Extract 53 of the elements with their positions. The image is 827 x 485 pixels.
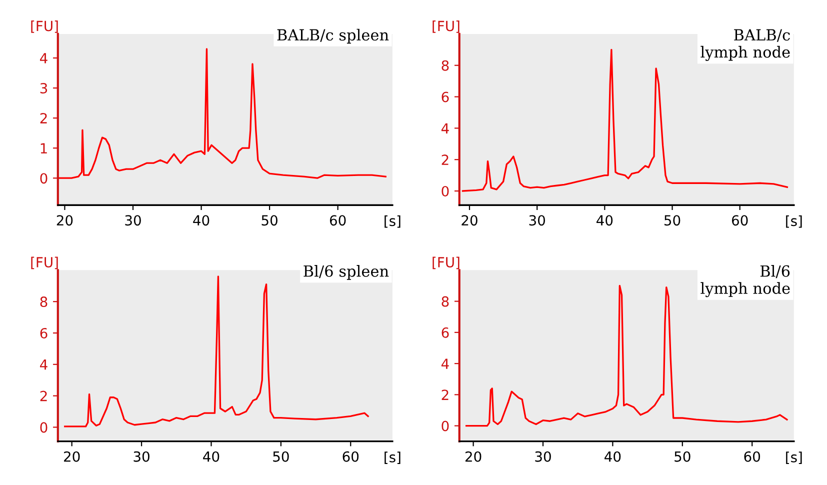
y-tick-label: 6 xyxy=(442,92,449,102)
x-tick-label: 60 xyxy=(330,215,346,226)
y-tick-label: 8 xyxy=(442,60,449,71)
y-tick-label: 3 xyxy=(40,82,48,94)
y-tick-label: 0 xyxy=(40,422,48,433)
x-axis-title: [s] xyxy=(384,215,400,228)
y-tick-label: 8 xyxy=(40,296,48,308)
x-tick-label: 30 xyxy=(535,451,551,462)
x-tick-label: 40 xyxy=(604,451,621,462)
x-tick-label: 40 xyxy=(203,451,220,462)
chart-title: Bl/6 spleen xyxy=(304,265,389,280)
x-tick-label: 50 xyxy=(674,451,690,462)
y-tick-label: 0 xyxy=(442,420,449,432)
chart-title: Bl/6 lymph node xyxy=(700,265,790,298)
y-tick-label: 1 xyxy=(40,143,47,154)
y-tick-label: 8 xyxy=(442,296,449,307)
x-tick-label: 20 xyxy=(462,215,478,226)
x-tick-label: 40 xyxy=(596,215,613,226)
x-tick-label: 20 xyxy=(64,451,80,462)
y-axis-title: [FU] xyxy=(432,256,460,270)
y-axis-title: [FU] xyxy=(31,20,58,33)
chart-title: BALB/c spleen xyxy=(277,28,389,44)
x-tick-label: 20 xyxy=(56,215,73,226)
y-tick-label: 2 xyxy=(40,113,47,124)
y-tick-label: 4 xyxy=(441,358,449,369)
line-series xyxy=(58,48,386,179)
x-tick-label: 50 xyxy=(262,215,278,226)
y-tick-label: 4 xyxy=(40,360,48,370)
y-tick-label: 2 xyxy=(442,390,448,400)
y-tick-label: 0 xyxy=(442,186,449,196)
x-axis-title: [s] xyxy=(786,452,802,464)
y-tick-label: 4 xyxy=(40,53,48,64)
y-tick-label: 0 xyxy=(40,173,48,184)
y-tick-label: 6 xyxy=(40,328,48,338)
chart-title: BALB/c lymph node xyxy=(700,29,790,61)
x-axis-title: [s] xyxy=(384,452,400,464)
x-tick-label: 20 xyxy=(465,451,482,462)
x-tick-label: 40 xyxy=(193,215,210,226)
x-tick-label: 30 xyxy=(125,215,141,226)
y-tick-label: 2 xyxy=(40,390,47,402)
x-tick-label: 60 xyxy=(744,451,760,462)
y-tick-label: 6 xyxy=(442,327,449,338)
x-tick-label: 60 xyxy=(732,215,748,226)
y-tick-label: 4 xyxy=(441,123,449,134)
x-tick-label: 30 xyxy=(134,451,150,462)
x-axis-title: [s] xyxy=(786,215,802,228)
x-tick-label: 60 xyxy=(342,451,359,462)
y-axis-title: [FU] xyxy=(31,256,58,270)
x-tick-label: 30 xyxy=(529,215,545,226)
x-tick-label: 50 xyxy=(664,215,680,226)
y-axis-title: [FU] xyxy=(432,20,460,33)
x-tick-label: 50 xyxy=(273,451,289,462)
y-tick-label: 2 xyxy=(442,154,448,165)
